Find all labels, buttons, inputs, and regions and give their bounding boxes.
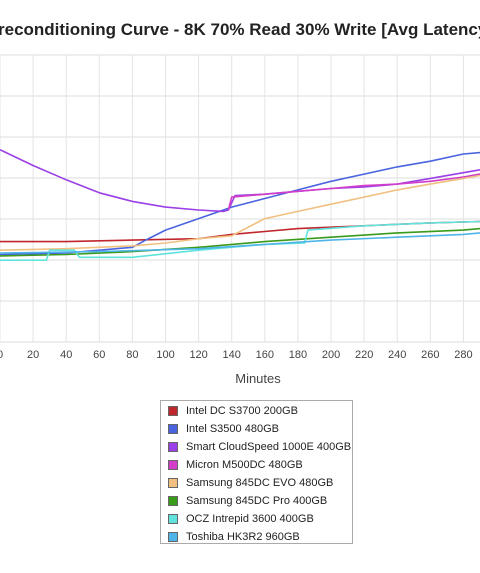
legend-label: Intel DC S3700 200GB xyxy=(186,405,298,417)
legend-item[interactable]: Smart CloudSpeed 1000E 400GB xyxy=(168,438,352,456)
legend-swatch xyxy=(168,442,178,452)
legend-swatch xyxy=(168,514,178,524)
legend-item[interactable]: Intel S3500 480GB xyxy=(168,420,352,438)
series-line-6 xyxy=(0,227,480,257)
series-lines xyxy=(0,148,480,261)
plot-frame xyxy=(0,54,480,343)
legend-label: Smart CloudSpeed 1000E 400GB xyxy=(186,441,352,453)
legend-label: Intel S3500 480GB xyxy=(186,423,279,435)
plot-area xyxy=(0,54,480,343)
x-tick-label: 60 xyxy=(93,349,105,361)
legend-label: Micron M500DC 480GB xyxy=(186,459,303,471)
x-tick-label: 0 xyxy=(0,349,3,361)
legend-item[interactable]: OCZ Intrepid 3600 400GB xyxy=(168,510,352,528)
x-tick-label: 160 xyxy=(256,349,274,361)
legend-swatch xyxy=(168,406,178,416)
chart-title: reconditioning Curve - 8K 70% Read 30% W… xyxy=(0,20,480,39)
series-line-5 xyxy=(0,174,480,251)
x-axis-ticks: 0 20 40 60 80 100 120 140 160 180 200 220 240 260 280 xyxy=(0,349,473,361)
x-tick-label: 20 xyxy=(27,349,39,361)
legend-label: Samsung 845DC Pro 400GB xyxy=(186,495,328,507)
legend-item[interactable]: Toshiba HK3R2 960GB xyxy=(168,528,352,546)
x-tick-label: 40 xyxy=(60,349,72,361)
x-tick-label: 100 xyxy=(156,349,174,361)
legend-item[interactable]: Samsung 845DC EVO 480GB xyxy=(168,474,352,492)
legend-swatch xyxy=(168,460,178,470)
legend-item[interactable]: Micron M500DC 480GB xyxy=(168,456,352,474)
x-axis-label: Minutes xyxy=(235,371,281,386)
series-line-8 xyxy=(0,232,480,254)
chart-legend: Intel DC S3700 200GB Intel S3500 480GB Sma… xyxy=(160,400,353,544)
x-tick-label: 80 xyxy=(126,349,138,361)
legend-item[interactable]: Intel DC S3700 200GB xyxy=(168,402,352,420)
x-tick-label: 240 xyxy=(388,349,406,361)
legend-label: Samsung 845DC EVO 480GB xyxy=(186,477,334,489)
x-tick-label: 260 xyxy=(421,349,439,361)
legend-item[interactable]: Samsung 845DC Pro 400GB xyxy=(168,492,352,510)
grid-lines xyxy=(0,54,480,343)
series-line-7 xyxy=(0,220,480,261)
series-line-4 xyxy=(227,173,480,211)
x-tick-label: 220 xyxy=(355,349,373,361)
legend-swatch xyxy=(168,424,178,434)
x-tick-label: 200 xyxy=(322,349,340,361)
legend-swatch xyxy=(168,478,178,488)
x-tick-label: 120 xyxy=(189,349,207,361)
x-tick-label: 180 xyxy=(289,349,307,361)
legend-swatch xyxy=(168,496,178,506)
legend-label: OCZ Intrepid 3600 400GB xyxy=(186,513,314,525)
legend-swatch xyxy=(168,532,178,542)
legend-label: Toshiba HK3R2 960GB xyxy=(186,531,300,543)
x-tick-label: 140 xyxy=(223,349,241,361)
x-tick-label: 280 xyxy=(454,349,472,361)
